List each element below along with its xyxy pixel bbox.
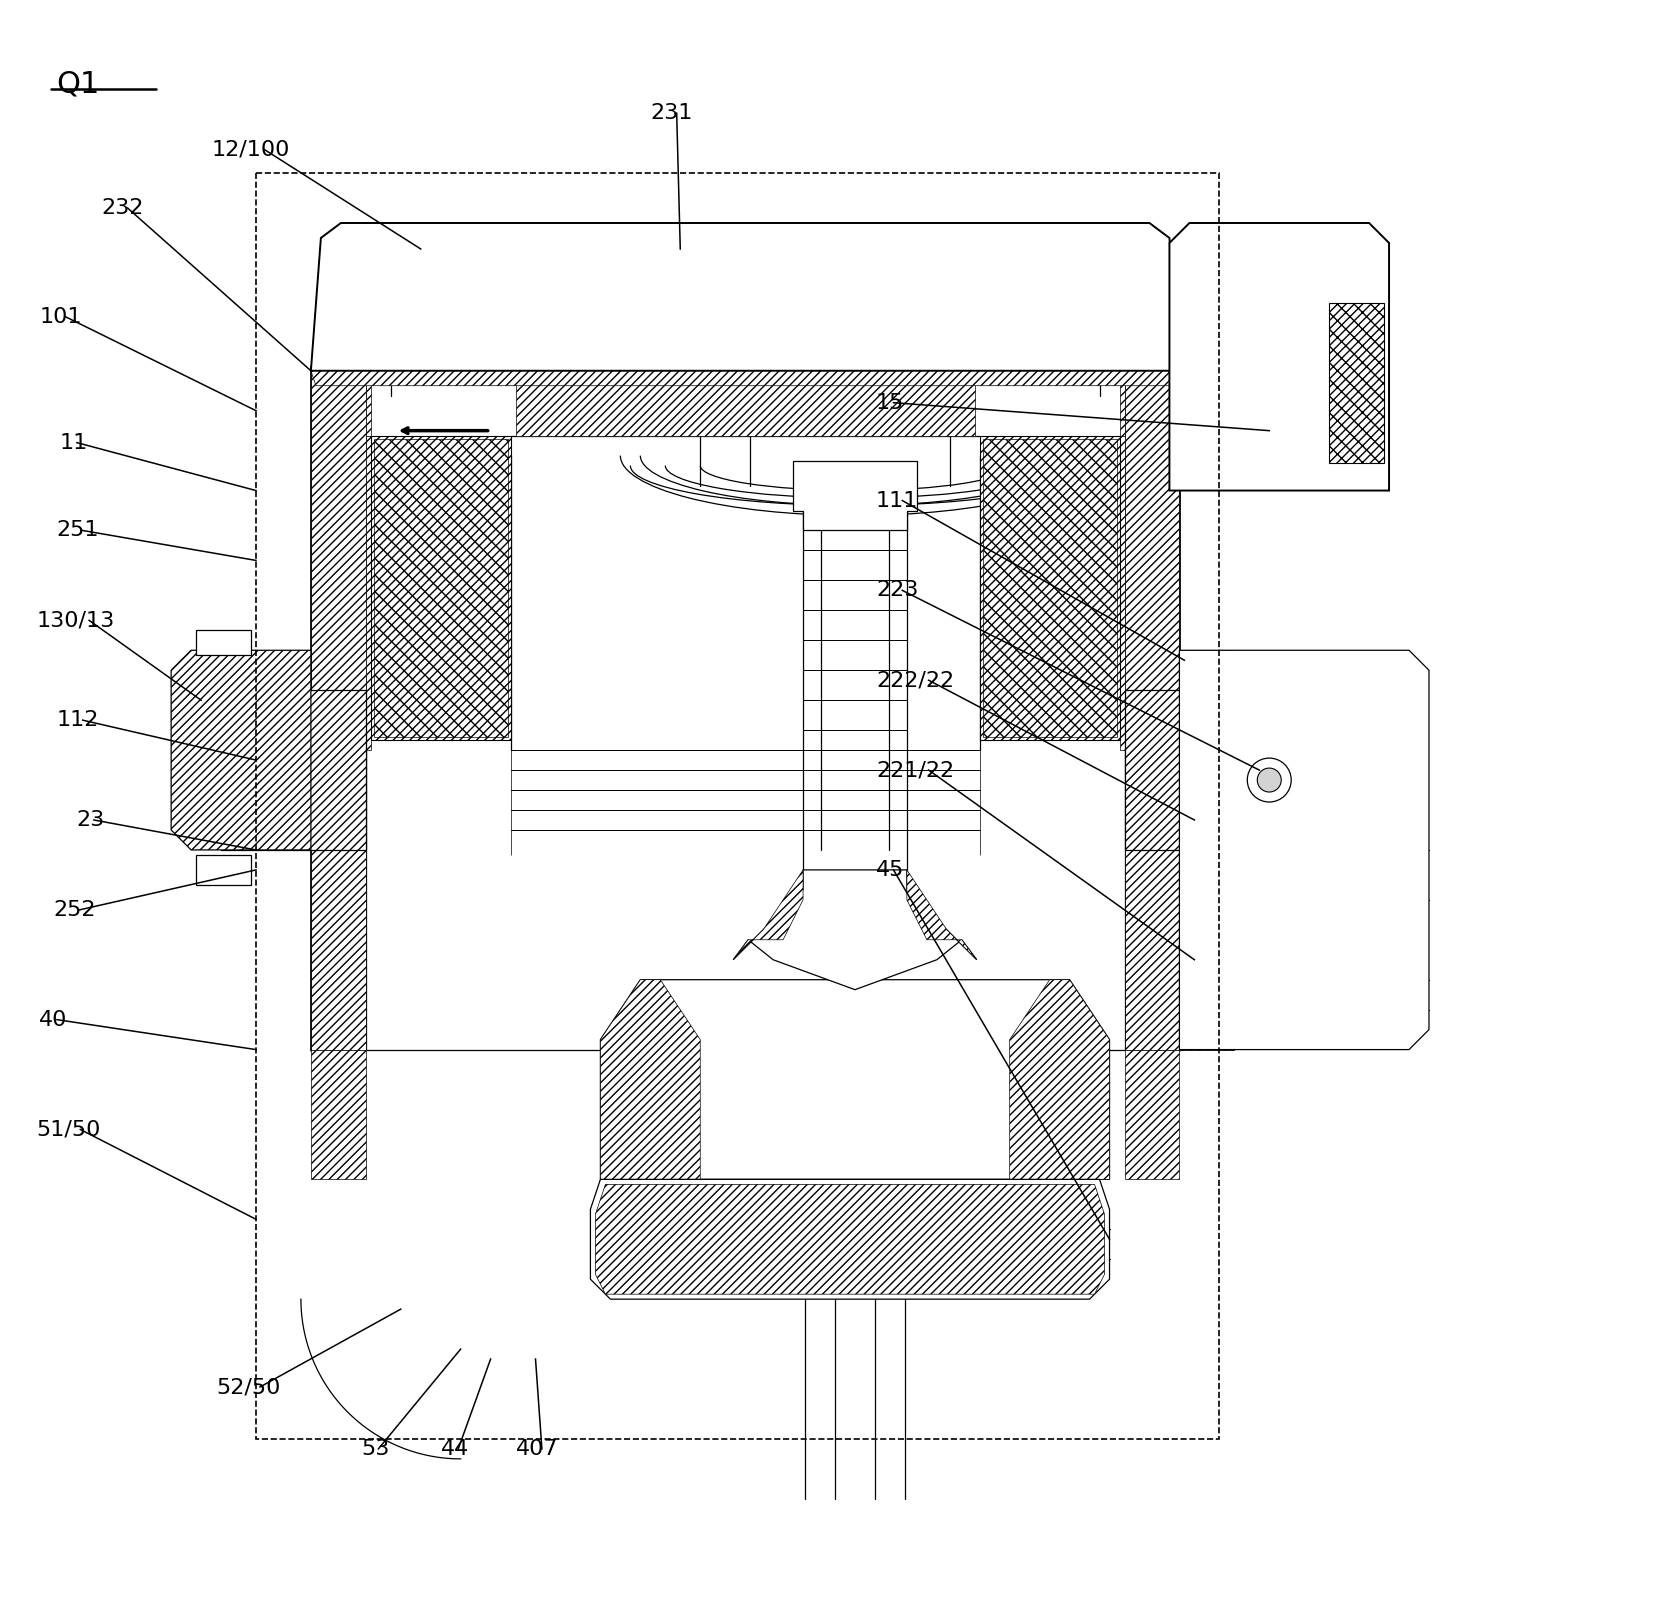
Polygon shape	[734, 870, 804, 959]
Text: 223: 223	[876, 581, 919, 600]
Text: 52/50: 52/50	[216, 1377, 281, 1396]
Bar	[1328, 303, 1384, 463]
Polygon shape	[311, 1050, 366, 1180]
Polygon shape	[516, 366, 974, 435]
Bar	[983, 438, 1116, 738]
Polygon shape	[1180, 650, 1429, 1050]
Text: 15: 15	[876, 393, 904, 413]
Polygon shape	[794, 461, 917, 531]
Polygon shape	[1120, 366, 1125, 435]
Circle shape	[1257, 769, 1282, 793]
Bar	[374, 438, 508, 738]
Text: 231: 231	[650, 104, 693, 123]
Polygon shape	[311, 366, 366, 1050]
Polygon shape	[600, 981, 1110, 1180]
Text: 45: 45	[876, 859, 904, 880]
Bar	[1180, 650, 1235, 1050]
Polygon shape	[1125, 1050, 1180, 1180]
Text: 101: 101	[40, 307, 82, 327]
Text: 111: 111	[876, 490, 919, 511]
Text: 112: 112	[57, 710, 99, 730]
Polygon shape	[221, 691, 366, 849]
Text: 222/22: 222/22	[876, 670, 954, 691]
Text: 51/50: 51/50	[37, 1120, 100, 1139]
Polygon shape	[311, 223, 1180, 371]
Polygon shape	[366, 366, 371, 435]
Bar	[256, 173, 1220, 1438]
Text: 251: 251	[57, 521, 99, 540]
Bar	[979, 435, 1120, 739]
Text: 23: 23	[77, 811, 105, 830]
Circle shape	[1247, 759, 1292, 803]
Polygon shape	[1125, 366, 1180, 1050]
Polygon shape	[196, 854, 251, 885]
Polygon shape	[170, 650, 311, 849]
Polygon shape	[1009, 981, 1110, 1180]
Text: 40: 40	[40, 1010, 69, 1029]
Text: 407: 407	[516, 1438, 558, 1459]
Text: 12/100: 12/100	[211, 139, 289, 159]
Text: 232: 232	[102, 197, 144, 218]
Text: 130/13: 130/13	[37, 610, 115, 631]
Polygon shape	[1170, 223, 1389, 490]
Polygon shape	[1125, 691, 1270, 849]
Polygon shape	[595, 1184, 1105, 1294]
Text: 11: 11	[60, 432, 87, 453]
Text: Q1: Q1	[57, 70, 100, 99]
Text: 44: 44	[441, 1438, 470, 1459]
Bar	[371, 435, 511, 739]
Polygon shape	[366, 435, 371, 751]
Polygon shape	[196, 631, 251, 655]
Polygon shape	[1120, 435, 1125, 751]
Text: 53: 53	[361, 1438, 389, 1459]
Polygon shape	[590, 1180, 1110, 1299]
Text: 252: 252	[53, 900, 95, 919]
Polygon shape	[600, 981, 700, 1180]
Polygon shape	[1170, 223, 1389, 430]
Text: 221/22: 221/22	[876, 760, 954, 780]
Polygon shape	[311, 223, 1180, 385]
Polygon shape	[907, 870, 978, 959]
Polygon shape	[734, 870, 978, 990]
